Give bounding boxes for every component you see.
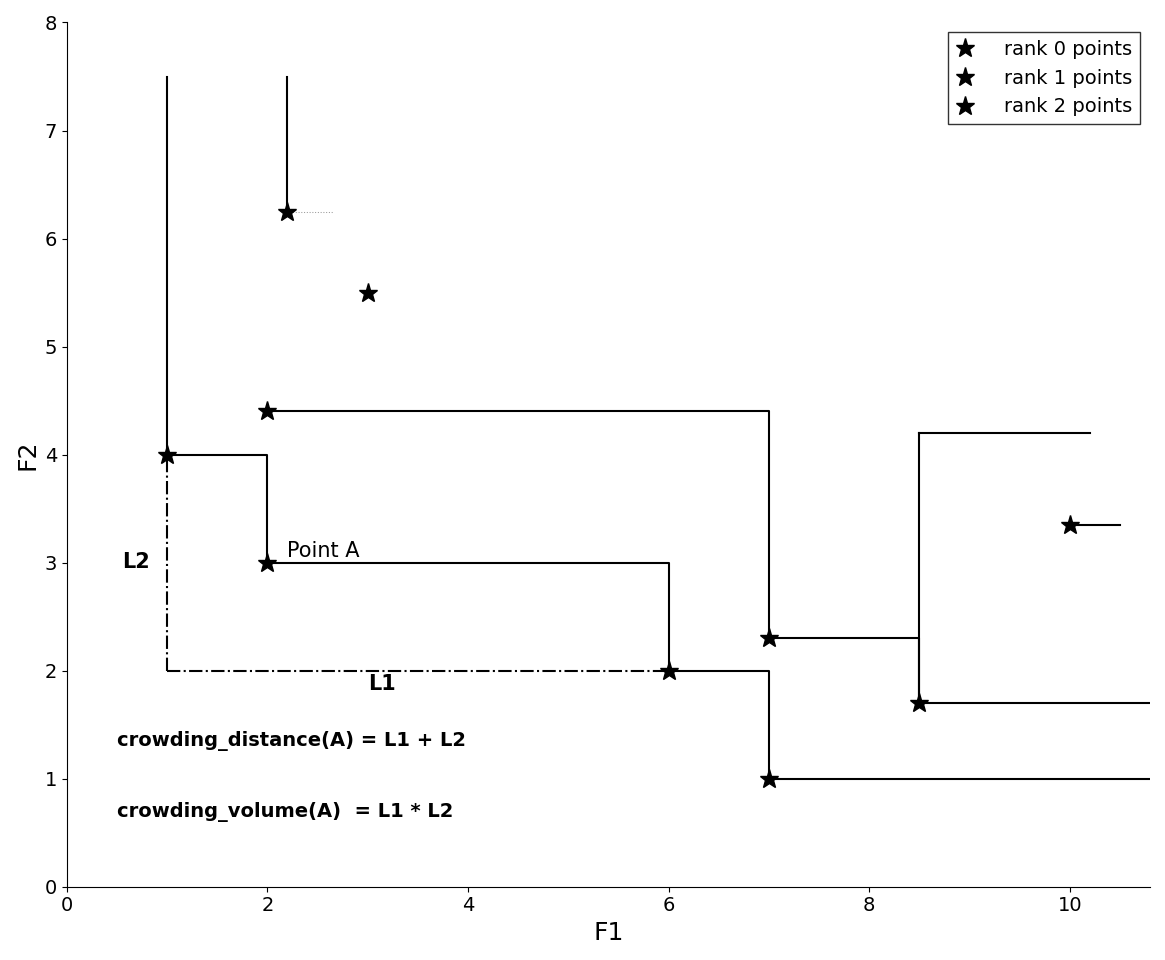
Legend: rank 0 points, rank 1 points, rank 2 points: rank 0 points, rank 1 points, rank 2 poi… [948, 33, 1141, 124]
X-axis label: F1: F1 [593, 921, 623, 945]
Y-axis label: F2: F2 [15, 440, 38, 469]
Text: crowding_distance(A) = L1 + L2: crowding_distance(A) = L1 + L2 [116, 732, 466, 752]
Text: crowding_volume(A)  = L1 * L2: crowding_volume(A) = L1 * L2 [116, 802, 453, 822]
Text: L1: L1 [368, 674, 395, 694]
Text: Point A: Point A [288, 541, 360, 562]
Text: L2: L2 [122, 552, 149, 572]
